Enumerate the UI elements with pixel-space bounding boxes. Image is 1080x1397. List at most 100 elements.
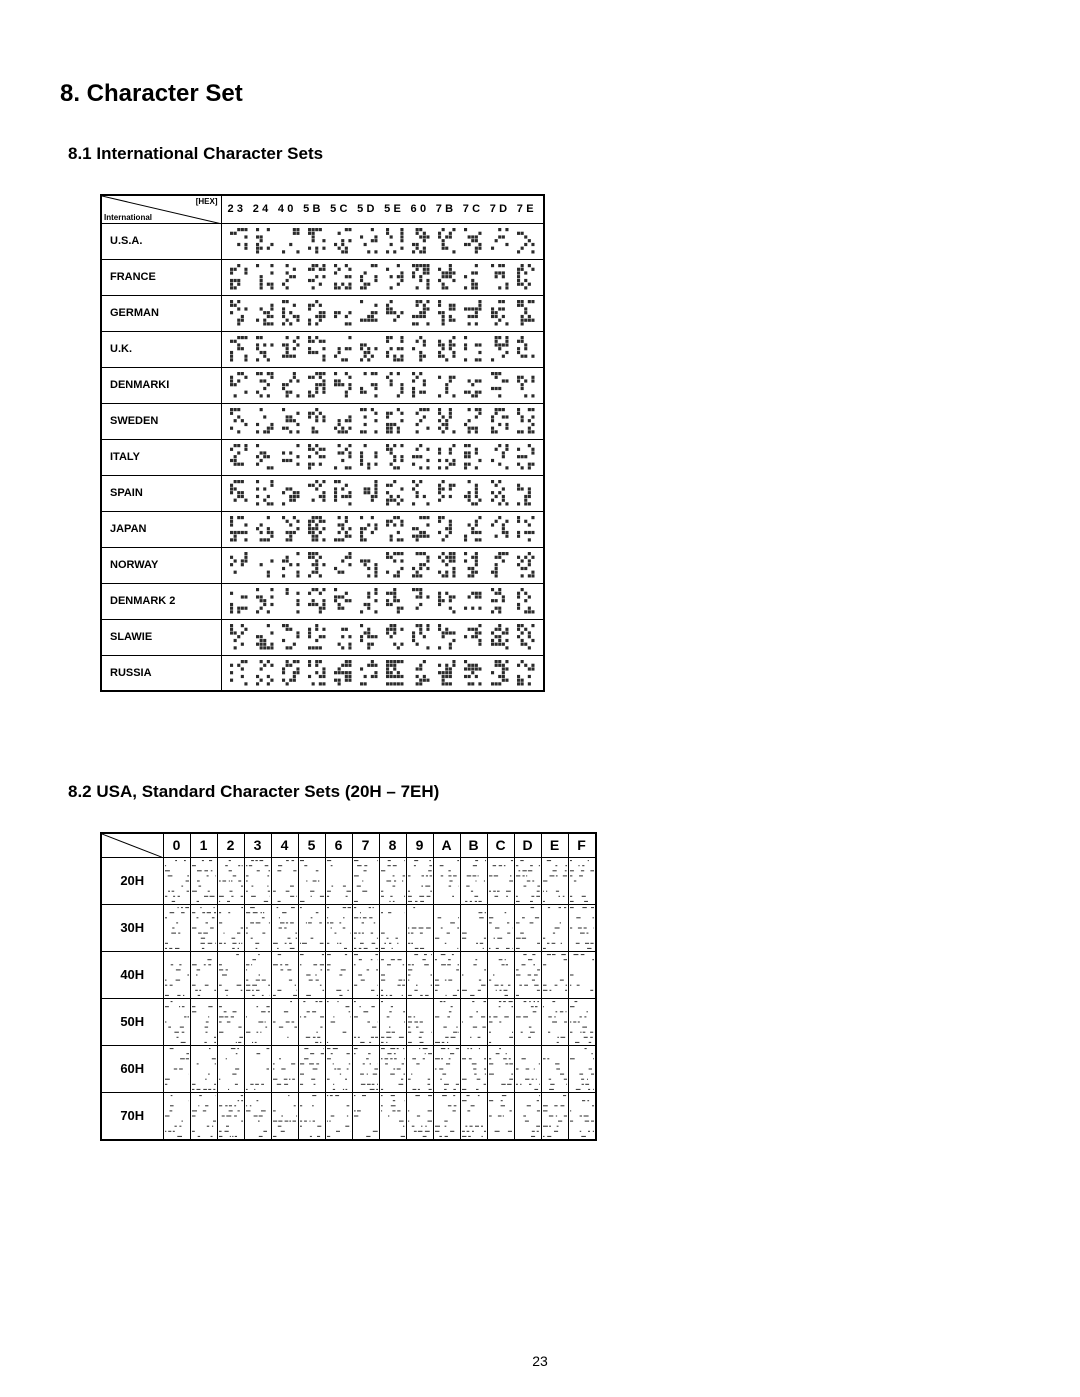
intl-row: DENMARK 2 bbox=[101, 583, 544, 619]
intl-row: JAPAN bbox=[101, 511, 544, 547]
glyph-cell bbox=[517, 228, 535, 254]
usa-glyph-cell bbox=[298, 1045, 325, 1092]
glyph-cell bbox=[256, 516, 274, 542]
usa-glyph-cell bbox=[271, 998, 298, 1045]
usa-row: 40H bbox=[101, 951, 596, 998]
glyph-cell bbox=[386, 372, 404, 398]
glyph-cell bbox=[230, 516, 248, 542]
glyph-cell bbox=[230, 336, 248, 362]
glyph-cell bbox=[491, 372, 509, 398]
glyph-cell bbox=[334, 588, 352, 614]
usa-glyph-cell bbox=[325, 998, 352, 1045]
usa-glyph-cell bbox=[460, 951, 487, 998]
glyph-cell bbox=[308, 552, 326, 578]
glyph-cell bbox=[256, 408, 274, 434]
glyph-cell bbox=[360, 264, 378, 290]
usa-glyph-cell bbox=[379, 951, 406, 998]
intl-row: DENMARKI bbox=[101, 367, 544, 403]
glyph-cell bbox=[334, 516, 352, 542]
usa-glyph-cell bbox=[487, 1045, 514, 1092]
glyph-cell bbox=[282, 516, 300, 542]
intl-glyph-row bbox=[221, 367, 544, 403]
usa-col-head: B bbox=[460, 833, 487, 857]
usa-row: 20H bbox=[101, 857, 596, 904]
glyph-cell bbox=[386, 228, 404, 254]
usa-glyph-cell bbox=[514, 857, 541, 904]
glyph-cell bbox=[334, 444, 352, 470]
glyph-cell bbox=[438, 480, 456, 506]
usa-col-head: 6 bbox=[325, 833, 352, 857]
usa-glyph-cell bbox=[325, 1092, 352, 1140]
usa-col-head: 2 bbox=[217, 833, 244, 857]
usa-row-head: 70H bbox=[101, 1092, 163, 1140]
intl-country-name: DENMARK 2 bbox=[101, 583, 221, 619]
glyph-cell bbox=[491, 228, 509, 254]
usa-col-head: 8 bbox=[379, 833, 406, 857]
subsection-usa-title: 8.2 USA, Standard Character Sets (20H – … bbox=[68, 782, 1020, 802]
glyph-cell bbox=[256, 588, 274, 614]
glyph-cell bbox=[360, 480, 378, 506]
glyph-cell bbox=[386, 336, 404, 362]
intl-row: RUSSIA bbox=[101, 655, 544, 691]
glyph-cell bbox=[334, 480, 352, 506]
usa-row-head: 60H bbox=[101, 1045, 163, 1092]
glyph-cell bbox=[517, 372, 535, 398]
glyph-cell bbox=[360, 552, 378, 578]
glyph-cell bbox=[282, 300, 300, 326]
glyph-cell bbox=[308, 228, 326, 254]
usa-glyph-cell bbox=[379, 1045, 406, 1092]
usa-glyph-cell bbox=[190, 1092, 217, 1140]
glyph-cell bbox=[282, 444, 300, 470]
usa-row: 70H bbox=[101, 1092, 596, 1140]
glyph-cell bbox=[491, 336, 509, 362]
usa-glyph-cell bbox=[271, 857, 298, 904]
glyph-cell bbox=[386, 660, 404, 686]
glyph-cell bbox=[412, 444, 430, 470]
intl-country-name: FRANCE bbox=[101, 259, 221, 295]
glyph-cell bbox=[464, 624, 482, 650]
glyph-cell bbox=[438, 300, 456, 326]
usa-glyph-cell bbox=[190, 951, 217, 998]
usa-row: 60H bbox=[101, 1045, 596, 1092]
usa-col-head: 9 bbox=[406, 833, 433, 857]
usa-glyph-cell bbox=[568, 1092, 596, 1140]
glyph-cell bbox=[464, 552, 482, 578]
glyph-cell bbox=[360, 624, 378, 650]
glyph-cell bbox=[308, 480, 326, 506]
usa-row-head: 30H bbox=[101, 904, 163, 951]
usa-glyph-cell bbox=[217, 951, 244, 998]
glyph-cell bbox=[308, 372, 326, 398]
glyph-cell bbox=[360, 336, 378, 362]
usa-glyph-cell bbox=[217, 998, 244, 1045]
usa-glyph-cell bbox=[433, 904, 460, 951]
glyph-cell bbox=[308, 336, 326, 362]
usa-col-head: C bbox=[487, 833, 514, 857]
glyph-cell bbox=[491, 660, 509, 686]
usa-glyph-cell bbox=[271, 1045, 298, 1092]
glyph-cell bbox=[491, 408, 509, 434]
intl-row: U.K. bbox=[101, 331, 544, 367]
glyph-cell bbox=[308, 624, 326, 650]
glyph-cell bbox=[438, 660, 456, 686]
usa-glyph-cell bbox=[379, 998, 406, 1045]
intl-glyph-row bbox=[221, 223, 544, 259]
usa-glyph-cell bbox=[298, 1092, 325, 1140]
glyph-cell bbox=[386, 588, 404, 614]
usa-glyph-cell bbox=[217, 904, 244, 951]
intl-row: NORWAY bbox=[101, 547, 544, 583]
usa-glyph-cell bbox=[433, 951, 460, 998]
usa-glyph-cell bbox=[325, 904, 352, 951]
usa-glyph-cell bbox=[487, 998, 514, 1045]
glyph-cell bbox=[334, 552, 352, 578]
usa-glyph-cell bbox=[271, 1092, 298, 1140]
glyph-cell bbox=[491, 300, 509, 326]
glyph-cell bbox=[308, 408, 326, 434]
usa-glyph-cell bbox=[406, 1092, 433, 1140]
intl-row: SLAWIE bbox=[101, 619, 544, 655]
intl-glyph-row bbox=[221, 583, 544, 619]
glyph-cell bbox=[360, 660, 378, 686]
usa-col-head: D bbox=[514, 833, 541, 857]
glyph-cell bbox=[360, 300, 378, 326]
usa-glyph-cell bbox=[460, 1045, 487, 1092]
glyph-cell bbox=[464, 444, 482, 470]
